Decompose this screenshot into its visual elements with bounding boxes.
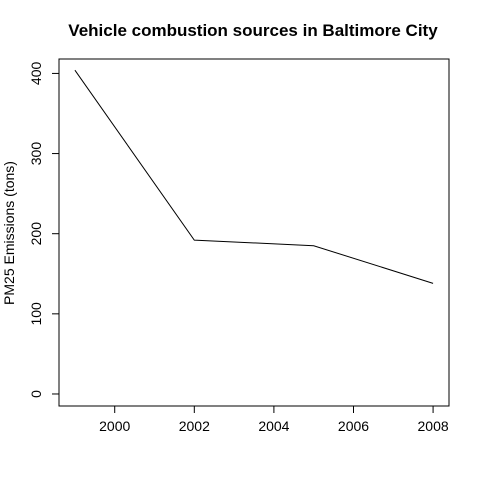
x-axis-tick-label: 2004 xyxy=(258,418,289,434)
plot-frame xyxy=(58,58,450,407)
y-axis-tick-label: 400 xyxy=(28,62,44,86)
y-axis-tick-label: 100 xyxy=(28,302,44,326)
x-axis: 2000 2002 2004 2006 2008 xyxy=(99,405,449,434)
series-group xyxy=(74,69,434,284)
y-axis-tick-label: 300 xyxy=(28,142,44,166)
x-axis-tick-label: 2008 xyxy=(418,418,449,434)
y-axis-label: PM25 Emissions (tons) xyxy=(1,161,17,305)
x-axis-tick-label: 2006 xyxy=(338,418,369,434)
x-axis-tick-label: 2000 xyxy=(99,418,130,434)
series-line xyxy=(74,69,434,284)
plot-frame-group xyxy=(58,58,450,407)
chart-title: Vehicle combustion sources in Baltimore … xyxy=(68,21,438,40)
y-axis-tick-label: 0 xyxy=(28,390,44,398)
x-axis-tick-label: 2002 xyxy=(179,418,210,434)
y-axis-tick-label: 200 xyxy=(28,222,44,246)
y-axis: 0 100 200 300 400 xyxy=(28,62,60,398)
